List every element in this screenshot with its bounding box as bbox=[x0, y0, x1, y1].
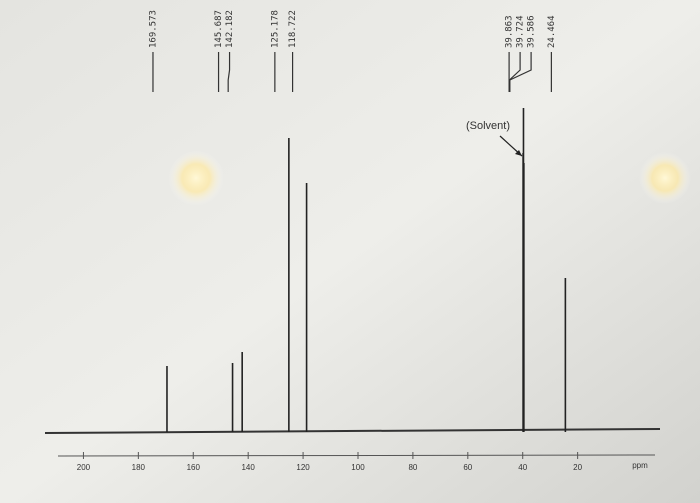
x-tick-label: 20 bbox=[573, 463, 582, 472]
peak-label: 39.724 bbox=[516, 15, 526, 48]
x-tick-label: 60 bbox=[463, 463, 472, 472]
x-axis bbox=[57, 454, 656, 457]
peak-label: 125.178 bbox=[270, 10, 280, 48]
annotation: (Solvent) bbox=[466, 120, 510, 132]
glare bbox=[639, 152, 691, 204]
x-tick-label: 140 bbox=[241, 463, 255, 472]
peak-label-leader bbox=[227, 52, 231, 92]
x-tick-label: 80 bbox=[408, 463, 417, 472]
x-tick-label: 160 bbox=[187, 463, 201, 472]
peak-label: 142.182 bbox=[225, 10, 235, 48]
arrow-head bbox=[515, 150, 522, 156]
glare bbox=[168, 150, 224, 206]
peak-label: 39.586 bbox=[527, 15, 537, 48]
peak-label: 118.722 bbox=[288, 10, 298, 48]
peak-label: 169.573 bbox=[148, 10, 158, 48]
baseline bbox=[44, 428, 661, 434]
peak-label: 39.863 bbox=[505, 15, 515, 48]
peak-label: 24.464 bbox=[547, 15, 557, 48]
peak-label-leader bbox=[509, 52, 532, 92]
x-axis-label: ppm bbox=[632, 461, 648, 470]
x-tick-label: 200 bbox=[77, 463, 91, 472]
x-tick-label: 40 bbox=[518, 463, 527, 472]
peak-label: 145.687 bbox=[214, 10, 224, 48]
x-tick-label: 100 bbox=[351, 463, 365, 472]
x-tick-label: 120 bbox=[296, 463, 310, 472]
x-tick-label: 180 bbox=[132, 463, 146, 472]
